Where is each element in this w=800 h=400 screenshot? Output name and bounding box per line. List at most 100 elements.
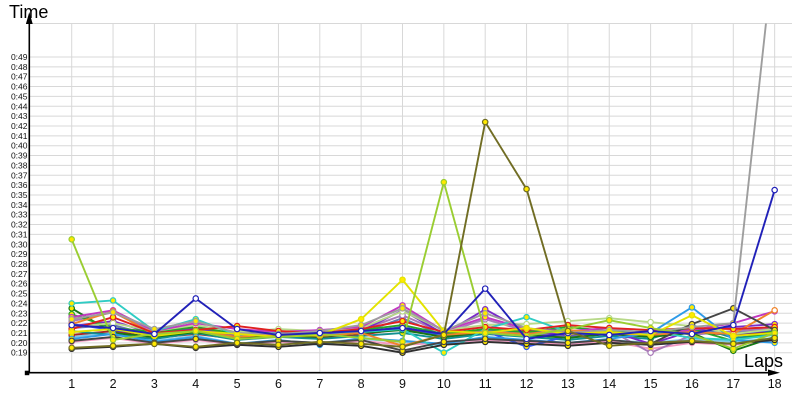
y-tick-label: 0:21 bbox=[11, 328, 28, 338]
data-point-olive bbox=[357, 340, 365, 348]
y-tick-label: 0:35 bbox=[11, 190, 28, 200]
x-tick-label: 11 bbox=[479, 377, 492, 391]
data-point-yellow bbox=[68, 328, 76, 336]
y-tick-label: 0:46 bbox=[11, 82, 28, 92]
data-point-darkgray bbox=[440, 338, 448, 346]
data-point-gray bbox=[399, 305, 406, 312]
data-point-yellowgreen bbox=[68, 236, 76, 243]
x-axis-title: Laps bbox=[744, 351, 784, 371]
data-point-yellowgreen bbox=[357, 334, 365, 342]
data-point-red bbox=[399, 317, 406, 325]
series-line-navy bbox=[70, 189, 776, 340]
data-point-olive bbox=[605, 342, 613, 350]
series-line-yellowgreen bbox=[70, 181, 776, 350]
y-axis-title: Time bbox=[9, 2, 49, 22]
series-line-magenta bbox=[70, 304, 776, 335]
y-tick-label: 0:33 bbox=[11, 210, 28, 220]
y-tick-label: 0:47 bbox=[11, 72, 28, 82]
data-point-darkgray bbox=[481, 335, 489, 343]
data-point-yellow bbox=[729, 332, 737, 340]
data-point-navy bbox=[605, 331, 613, 339]
data-point-cyan bbox=[68, 300, 76, 307]
data-point-violet bbox=[647, 349, 654, 357]
x-tick-label: 10 bbox=[437, 377, 451, 391]
x-tick-label: 18 bbox=[768, 377, 782, 391]
data-point-olive bbox=[688, 337, 696, 345]
data-point-navy bbox=[688, 330, 696, 338]
data-point-olive bbox=[109, 342, 117, 350]
origin-marker bbox=[24, 370, 30, 376]
data-point-olive bbox=[564, 327, 572, 335]
data-point-navy bbox=[399, 324, 406, 332]
y-tick-label: 0:19 bbox=[11, 348, 28, 358]
y-tick-label: 0:26 bbox=[11, 279, 28, 289]
data-point-olive bbox=[233, 339, 241, 347]
series-line-darkgreen bbox=[70, 307, 776, 352]
data-point-navy bbox=[771, 186, 778, 194]
data-point-gray bbox=[688, 323, 696, 331]
y-tick-label: 0:42 bbox=[11, 121, 28, 131]
data-point-navy bbox=[481, 285, 489, 292]
data-point-olive bbox=[192, 343, 200, 351]
x-tick-label: 17 bbox=[726, 377, 740, 391]
x-tick-label: 7 bbox=[316, 377, 323, 391]
data-point-gray bbox=[481, 309, 489, 317]
data-point-yellow bbox=[688, 311, 696, 319]
x-tick-label: 2 bbox=[110, 377, 117, 391]
y-tick-label: 0:40 bbox=[11, 141, 28, 151]
y-tick-label: 0:27 bbox=[11, 269, 28, 279]
data-point-yellowgreen bbox=[109, 336, 117, 344]
x-tick-label: 1 bbox=[68, 377, 75, 391]
data-point-navy bbox=[523, 335, 530, 343]
series-line-darkgray bbox=[70, 307, 776, 352]
data-point-yellow bbox=[399, 276, 406, 284]
data-point-olive bbox=[729, 340, 737, 348]
y-tick-label: 0:20 bbox=[11, 338, 28, 348]
data-point-gray bbox=[68, 315, 76, 323]
data-point-cyan bbox=[523, 313, 530, 321]
x-tick-label: 14 bbox=[602, 377, 616, 391]
data-point-navy bbox=[192, 295, 200, 302]
data-point-navy bbox=[109, 324, 117, 332]
data-point-yellowgreen bbox=[481, 329, 489, 337]
data-point-orange bbox=[771, 307, 778, 314]
x-tick-label: 15 bbox=[644, 377, 658, 391]
data-point-navy bbox=[68, 321, 76, 329]
data-point-olive bbox=[316, 338, 324, 346]
data-point-olive bbox=[151, 340, 158, 348]
y-tick-label: 0:37 bbox=[11, 170, 28, 180]
y-tick-label: 0:24 bbox=[11, 298, 28, 308]
data-point-olive bbox=[481, 118, 489, 126]
data-point-navy bbox=[647, 327, 654, 335]
data-point-cyan bbox=[440, 349, 448, 357]
data-point-olive bbox=[771, 334, 778, 342]
x-axis-arrow-icon bbox=[768, 369, 780, 376]
y-tick-label: 0:32 bbox=[11, 220, 28, 230]
y-tick-label: 0:23 bbox=[11, 308, 28, 318]
y-tick-label: 0:30 bbox=[11, 239, 28, 249]
x-tick-label: 6 bbox=[275, 377, 282, 391]
data-point-cyan bbox=[109, 297, 117, 304]
y-tick-label: 0:22 bbox=[11, 318, 28, 328]
data-point-yellowgreen bbox=[440, 178, 448, 186]
y-tick-label: 0:45 bbox=[11, 91, 28, 101]
data-point-olive bbox=[399, 343, 406, 351]
data-point-yellowgreen bbox=[192, 327, 200, 335]
data-point-yellowgreen bbox=[605, 316, 613, 324]
data-point-dodgerblue bbox=[688, 304, 696, 311]
y-tick-label: 0:31 bbox=[11, 229, 28, 239]
data-point-yellow bbox=[523, 324, 530, 332]
y-tick-label: 0:44 bbox=[11, 101, 28, 111]
y-axis-arrow-icon bbox=[25, 12, 33, 24]
x-tick-label: 9 bbox=[399, 377, 406, 391]
y-tick-label: 0:49 bbox=[11, 52, 28, 62]
data-point-olive bbox=[440, 331, 448, 339]
x-tick-label: 12 bbox=[520, 377, 534, 391]
series-layer bbox=[68, 23, 778, 357]
y-tick-label: 0:29 bbox=[11, 249, 28, 259]
y-tick-label: 0:34 bbox=[11, 200, 28, 210]
data-point-olive bbox=[68, 344, 76, 352]
data-point-olive bbox=[523, 185, 530, 193]
